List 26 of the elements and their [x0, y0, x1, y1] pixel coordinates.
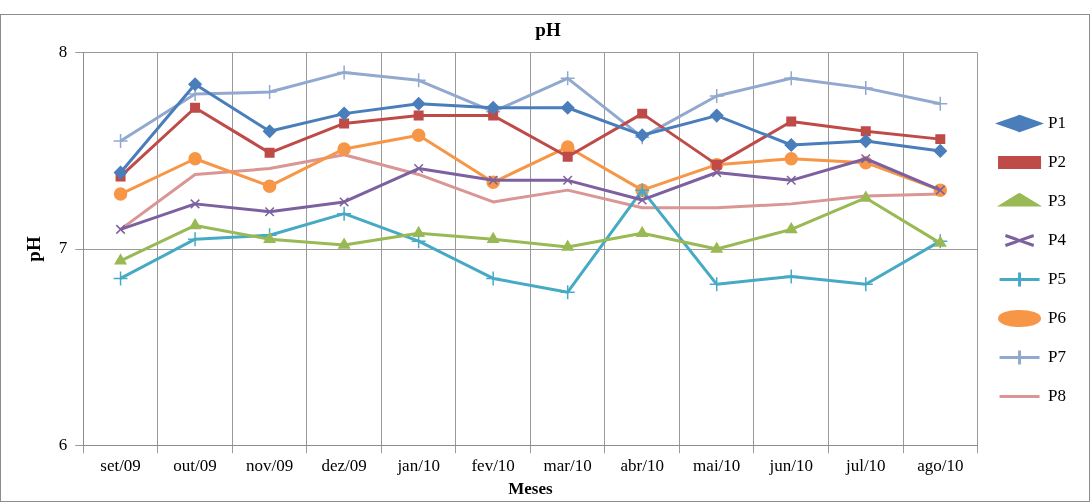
y-axis-title: pH [23, 236, 45, 262]
chart-title: pH [535, 19, 561, 41]
x-tick-label: ago/10 [917, 455, 964, 475]
x-axis-title: Meses [508, 479, 553, 499]
x-tick-label: mar/10 [543, 455, 592, 475]
y-tick-label: 7 [58, 238, 68, 258]
y-tick-label: 8 [58, 42, 68, 62]
x-tick-label: jan/10 [396, 455, 440, 475]
legend-label: P5 [1048, 268, 1067, 288]
y-tick-label: 6 [58, 434, 68, 454]
legend-label: P3 [1048, 190, 1067, 210]
x-tick-label: mai/10 [693, 455, 741, 475]
x-tick-label: out/09 [173, 455, 217, 475]
x-tick-label: set/09 [100, 455, 141, 475]
legend-label: P1 [1048, 112, 1067, 132]
x-tick-label: nov/09 [245, 455, 294, 475]
x-tick-label: fev/10 [471, 455, 515, 475]
x-tick-label: abr/10 [620, 455, 664, 475]
legend-label: P8 [1048, 385, 1067, 405]
legend-label: P6 [1048, 307, 1067, 327]
x-tick-label: jun/10 [768, 455, 813, 475]
x-tick-label: dez/09 [321, 455, 367, 475]
legend-label: P7 [1048, 346, 1067, 366]
legend-label: P2 [1048, 151, 1067, 171]
x-tick-label: jul/10 [844, 455, 886, 475]
legend-label: P4 [1048, 229, 1067, 249]
